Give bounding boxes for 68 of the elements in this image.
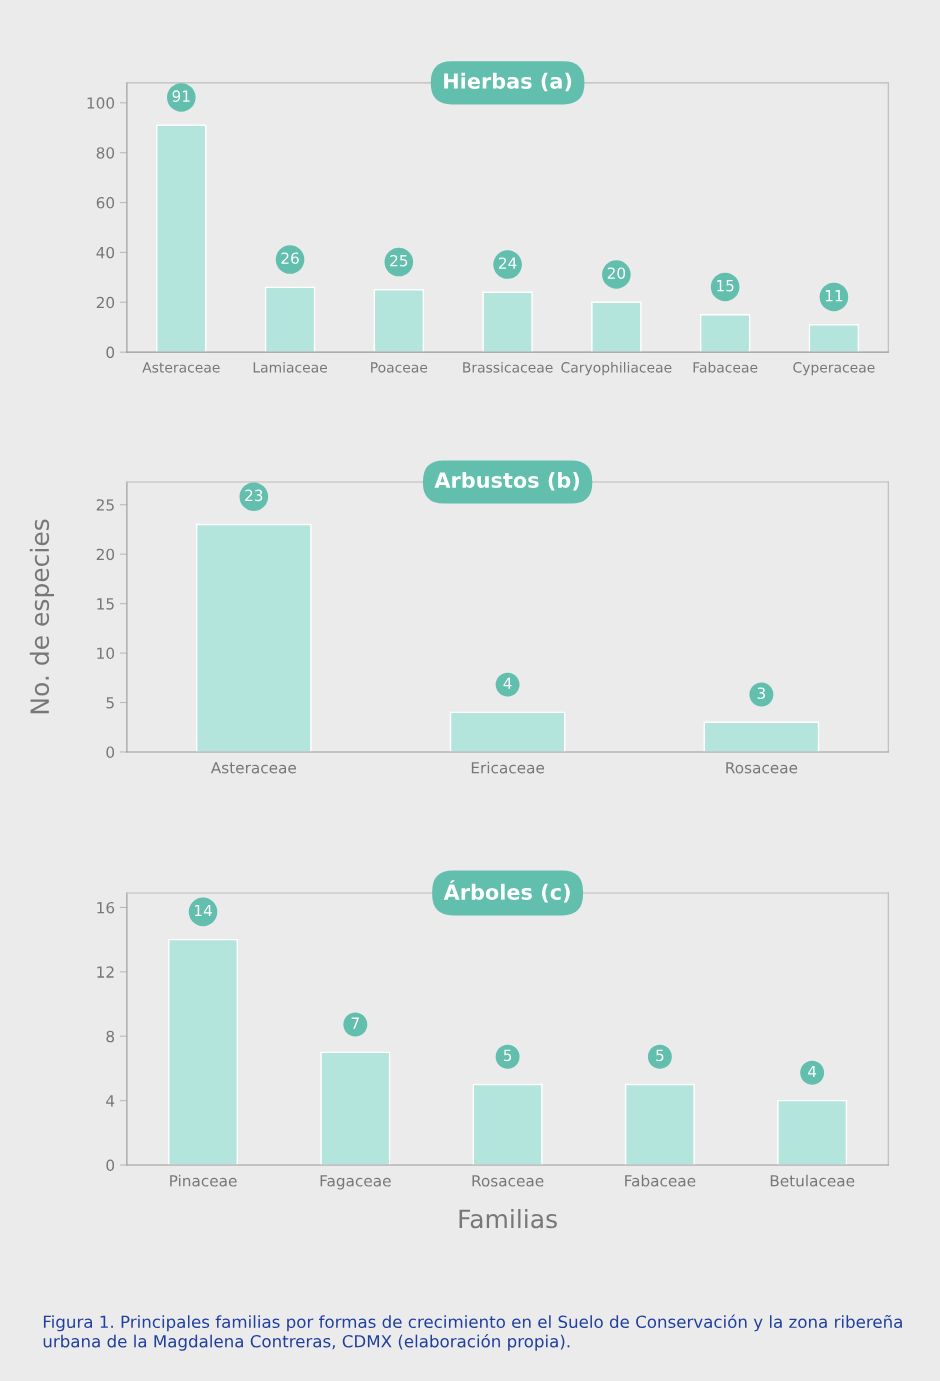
data-label: 24: [499, 257, 517, 269]
x-tick-label: Rosaceae: [726, 762, 798, 774]
x-tick-label: Cyperaceae: [793, 362, 875, 376]
x-tick-label: Pinaceae: [170, 1174, 237, 1187]
y-tick-label: 20: [96, 296, 115, 309]
x-tick-label: Rosaceae: [472, 1175, 544, 1187]
chart-title: Árboles (c): [443, 880, 570, 903]
x-tick-label: Fagaceae: [320, 1175, 391, 1190]
data-label: 5: [503, 1049, 512, 1062]
y-tick-label: 100: [87, 97, 115, 109]
bar: [449, 711, 566, 752]
bar: [196, 523, 312, 752]
data-label: 11: [825, 290, 843, 302]
bar: [320, 1051, 391, 1166]
x-tick-label: Brassicaceae: [463, 361, 553, 373]
y-tick-label: 0: [106, 1159, 115, 1172]
y-tick-label: 12: [97, 966, 114, 978]
x-tick-label: Caryophiliaceae: [561, 361, 672, 376]
x-tick-label: Asteraceae: [210, 762, 296, 774]
y-axis-title: No. de especies: [29, 519, 54, 714]
x-tick-label: Poaceae: [371, 362, 428, 373]
x-tick-label: Fabaceae: [625, 1174, 696, 1187]
data-label: 3: [757, 687, 766, 699]
bar: [703, 721, 820, 752]
bar: [699, 314, 751, 353]
x-tick-label: Betulaceae: [770, 1174, 855, 1187]
y-tick-label: 10: [97, 647, 115, 660]
x-axis-title: Familias: [459, 1208, 557, 1229]
y-tick-label: 0: [106, 346, 115, 359]
bar: [168, 938, 238, 1166]
y-tick-label: 15: [97, 598, 114, 610]
y-tick-label: 20: [96, 548, 115, 561]
data-label: 5: [656, 1049, 664, 1062]
y-tick-label: 25: [96, 499, 114, 511]
data-label: 23: [245, 489, 263, 502]
y-tick-label: 60: [96, 197, 115, 209]
chart-title: Hierbas (a): [444, 72, 572, 92]
data-label: 15: [717, 280, 734, 292]
y-tick-label: 80: [96, 147, 115, 159]
bar: [156, 124, 207, 353]
x-tick-label: Asteraceae: [142, 362, 220, 373]
data-label: 91: [172, 90, 190, 102]
bar: [264, 286, 316, 353]
bar: [808, 324, 860, 353]
y-tick-label: 4: [106, 1095, 115, 1107]
y-tick-label: 8: [106, 1030, 115, 1043]
data-label: 4: [808, 1065, 817, 1078]
bar: [591, 301, 642, 353]
text: Figura 1. Principales familias por formas de crecimiento en el Suelo de Conservación y la zona ribereña urbana de la Magdalena Contreras, CDMX (elaboración propia).: [43, 1314, 902, 1351]
bar: [482, 291, 533, 353]
chart-title: Arbustos (b): [434, 471, 580, 491]
data-label: 26: [281, 252, 299, 264]
y-tick-label: 0: [106, 746, 115, 758]
x-tick-label: Lamiaceae: [253, 361, 328, 373]
data-label: 20: [607, 267, 626, 279]
x-tick-label: Fabaceae: [693, 361, 758, 373]
y-tick-label: 40: [96, 246, 115, 259]
data-label: 4: [503, 677, 512, 689]
bar: [472, 1083, 543, 1166]
bar: [777, 1099, 848, 1166]
data-label: 14: [195, 904, 212, 917]
bar: [624, 1083, 695, 1166]
data-label: 25: [390, 254, 408, 267]
bar: [373, 289, 424, 353]
y-tick-label: 5: [106, 697, 114, 709]
data-label: 7: [351, 1017, 359, 1029]
x-tick-label: Ericaceae: [471, 761, 545, 774]
y-tick-label: 16: [97, 901, 115, 914]
